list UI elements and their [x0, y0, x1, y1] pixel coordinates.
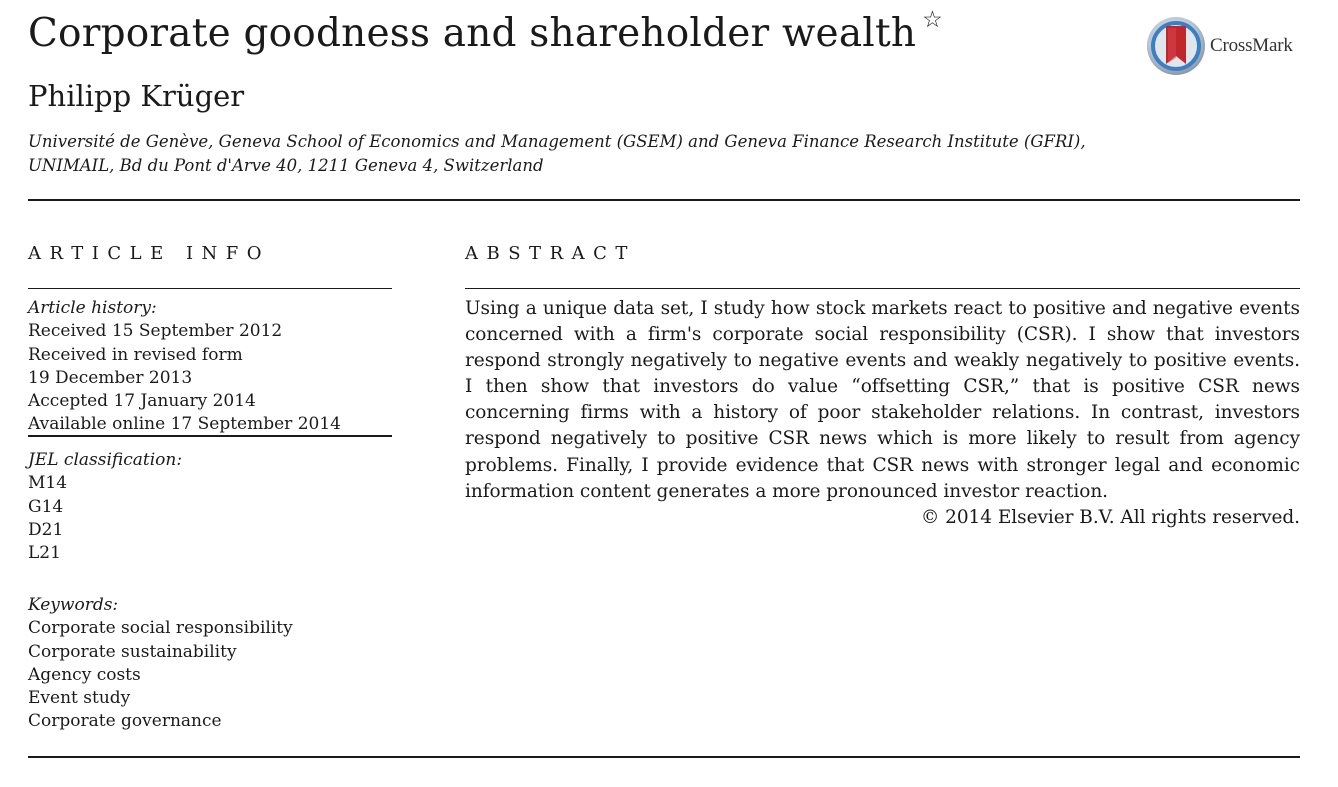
keyword: Agency costs: [28, 664, 141, 685]
history-item: Accepted 17 January 2014: [28, 391, 256, 412]
jel-classification: JEL classification: M14 G14 D21 L21: [28, 449, 392, 565]
jel-code: D21: [28, 519, 64, 540]
jel-label: JEL classification:: [28, 450, 183, 470]
author-name[interactable]: Philipp Krüger: [28, 79, 245, 113]
keyword: Corporate governance: [28, 711, 222, 732]
abstract-rule: [465, 288, 1300, 289]
title-row: Corporate goodness and shareholder wealt…: [28, 6, 943, 62]
title-footnote-star[interactable]: ☆: [922, 7, 943, 33]
history-item: Available online 17 September 2014: [28, 414, 341, 435]
article-history: Article history: Received 15 September 2…: [28, 297, 392, 437]
crossmark-icon: [1147, 17, 1205, 75]
keywords-label: Keywords:: [28, 595, 119, 615]
abstract-heading: ABSTRACT: [465, 243, 636, 264]
jel-code: G14: [28, 496, 64, 517]
article-history-label: Article history:: [28, 298, 157, 318]
crossmark-badge[interactable]: CrossMark: [1146, 16, 1293, 76]
keyword: Corporate sustainability: [28, 641, 237, 662]
jel-code: M14: [28, 473, 68, 494]
header-divider: [28, 199, 1300, 201]
crossmark-label: CrossMark: [1210, 35, 1293, 56]
history-rule: [28, 435, 392, 437]
abstract-body: Using a unique data set, I study how sto…: [465, 296, 1300, 531]
copyright-notice: © 2014 Elsevier B.V. All rights reserved…: [920, 506, 1300, 528]
history-item: Received in revised form: [28, 344, 243, 365]
keyword: Corporate social responsibility: [28, 618, 293, 639]
author-affiliation: Université de Genève, Geneva School of E…: [28, 132, 1086, 175]
footer-divider: [28, 756, 1300, 758]
history-item: Received 15 September 2012: [28, 321, 283, 342]
article-info-rule: [28, 288, 392, 289]
article-info-heading: ARTICLE INFO: [28, 243, 271, 264]
abstract-text: Using a unique data set, I study how sto…: [465, 298, 1300, 502]
keyword: Event study: [28, 688, 131, 709]
paper-title: Corporate goodness and shareholder wealt…: [28, 11, 917, 56]
jel-code: L21: [28, 543, 61, 564]
keywords: Keywords: Corporate social responsibilit…: [28, 594, 392, 734]
history-item: 19 December 2013: [28, 367, 193, 388]
